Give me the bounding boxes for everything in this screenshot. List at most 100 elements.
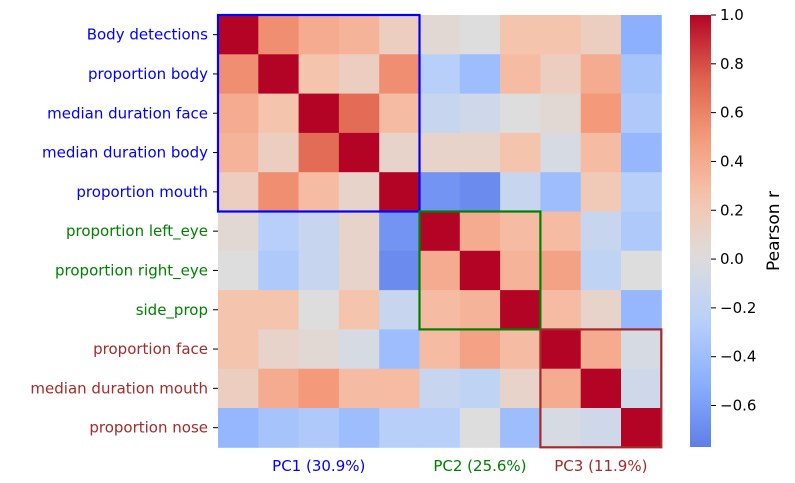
heatmap-cell	[338, 15, 380, 55]
heatmap-cell	[338, 54, 380, 95]
heatmap-cell	[338, 408, 380, 448]
heatmap-cell	[338, 93, 380, 134]
heatmap-cell	[298, 290, 340, 330]
colorbar-tick-label: −0.4	[720, 348, 756, 366]
heatmap-cell	[218, 54, 259, 95]
group-box	[418, 210, 542, 331]
heatmap-cell	[580, 290, 622, 330]
heatmap-cell	[338, 132, 380, 173]
row-labels: Body detections proportion body median dur…	[30, 26, 218, 437]
heatmap-cell	[540, 15, 582, 55]
heatmap-cell	[298, 250, 340, 291]
heatmap-cell	[580, 408, 622, 448]
heatmap-cell	[580, 172, 622, 212]
heatmap-cell	[459, 132, 501, 173]
heatmap-cell	[298, 15, 340, 55]
heatmap-cells	[218, 15, 662, 448]
heatmap-cell	[459, 290, 501, 330]
heatmap-cell	[298, 368, 340, 409]
heatmap-cell	[540, 329, 582, 370]
colorbar-tick-label: 0.4	[720, 152, 744, 170]
row-label: Body detections	[87, 26, 208, 44]
heatmap-cell	[258, 408, 300, 448]
group-label: PC3 (11.9%)	[554, 457, 647, 475]
heatmap-cell	[419, 54, 461, 95]
group-label: PC1 (30.9%)	[272, 457, 365, 475]
colorbar-tick-label: 1.0	[720, 6, 744, 24]
heatmap-cell	[459, 93, 501, 134]
colorbar: 1.0 0.8 0.6 0.4 0.2 0.0 −0.2 −0.4 −0.6 Pearson r	[690, 6, 784, 447]
heatmap-cell	[298, 329, 340, 370]
heatmap-cell	[459, 250, 501, 291]
colorbar-label: Pearson r	[764, 191, 784, 271]
colorbar-tick-label: −0.6	[720, 397, 756, 415]
heatmap-cell	[580, 93, 622, 134]
heatmap-cell	[298, 132, 340, 173]
colorbar-tick-label: −0.2	[720, 299, 756, 317]
heatmap-cell	[218, 172, 259, 212]
heatmap-cell	[379, 172, 420, 212]
heatmap-cell	[621, 329, 662, 370]
heatmap-cell	[580, 368, 622, 409]
heatmap-cell	[500, 408, 541, 448]
heatmap-cell	[621, 290, 662, 330]
heatmap-cell	[338, 368, 380, 409]
heatmap-cell	[621, 368, 662, 409]
heatmap-cell	[540, 368, 582, 409]
heatmap-cell	[621, 15, 662, 55]
heatmap-cell	[580, 211, 622, 252]
heatmap-cell	[500, 172, 541, 212]
heatmap-cell	[298, 172, 340, 212]
colorbar-tick-label: 0.0	[720, 250, 744, 268]
heatmap-cell	[218, 211, 259, 252]
heatmap-cell	[459, 408, 501, 448]
heatmap-cell	[500, 250, 541, 291]
heatmap-cell	[419, 329, 461, 370]
heatmap-cell	[621, 250, 662, 291]
heatmap-cell	[258, 250, 300, 291]
heatmap-cell	[419, 290, 461, 330]
heatmap-cell	[419, 93, 461, 134]
heatmap-cell	[298, 211, 340, 252]
heatmap-cell	[621, 93, 662, 134]
heatmap-cell	[379, 93, 420, 134]
heatmap-cell	[338, 250, 380, 291]
heatmap-cell	[258, 54, 300, 95]
heatmap-cell	[218, 15, 259, 55]
heatmap-cell	[218, 132, 259, 173]
heatmap-cell	[621, 408, 662, 448]
heatmap-cell	[459, 54, 501, 95]
heatmap-cell	[500, 290, 541, 330]
heatmap-cell	[379, 368, 420, 409]
heatmap-cell	[419, 211, 461, 252]
row-label: side_prop	[136, 301, 208, 320]
row-label: median duration mouth	[30, 379, 208, 397]
heatmap-cell	[379, 329, 420, 370]
heatmap-cell	[258, 290, 300, 330]
heatmap-cell	[540, 211, 582, 252]
row-label: proportion face	[93, 340, 208, 358]
heatmap-cell	[218, 368, 259, 409]
colorbar-tick-label: 0.8	[720, 55, 744, 73]
colorbar-tick-label: 0.2	[720, 201, 744, 219]
heatmap-cell	[338, 290, 380, 330]
heatmap-cell	[500, 54, 541, 95]
heatmap-cell	[258, 93, 300, 134]
heatmap-cell	[540, 408, 582, 448]
heatmap-cell	[258, 172, 300, 212]
heatmap-cell	[258, 132, 300, 173]
heatmap-cell	[459, 329, 501, 370]
heatmap-cell	[500, 132, 541, 173]
heatmap-cell	[298, 54, 340, 95]
heatmap-cell	[621, 211, 662, 252]
heatmap-cell	[218, 329, 259, 370]
heatmap-cell	[218, 290, 259, 330]
heatmap-cell	[379, 132, 420, 173]
heatmap-cell	[459, 368, 501, 409]
group-label: PC2 (25.6%)	[433, 457, 526, 475]
heatmap-cell	[218, 408, 259, 448]
heatmap-cell	[258, 329, 300, 370]
row-label: proportion body	[88, 65, 208, 83]
row-label: median duration face	[47, 104, 208, 122]
